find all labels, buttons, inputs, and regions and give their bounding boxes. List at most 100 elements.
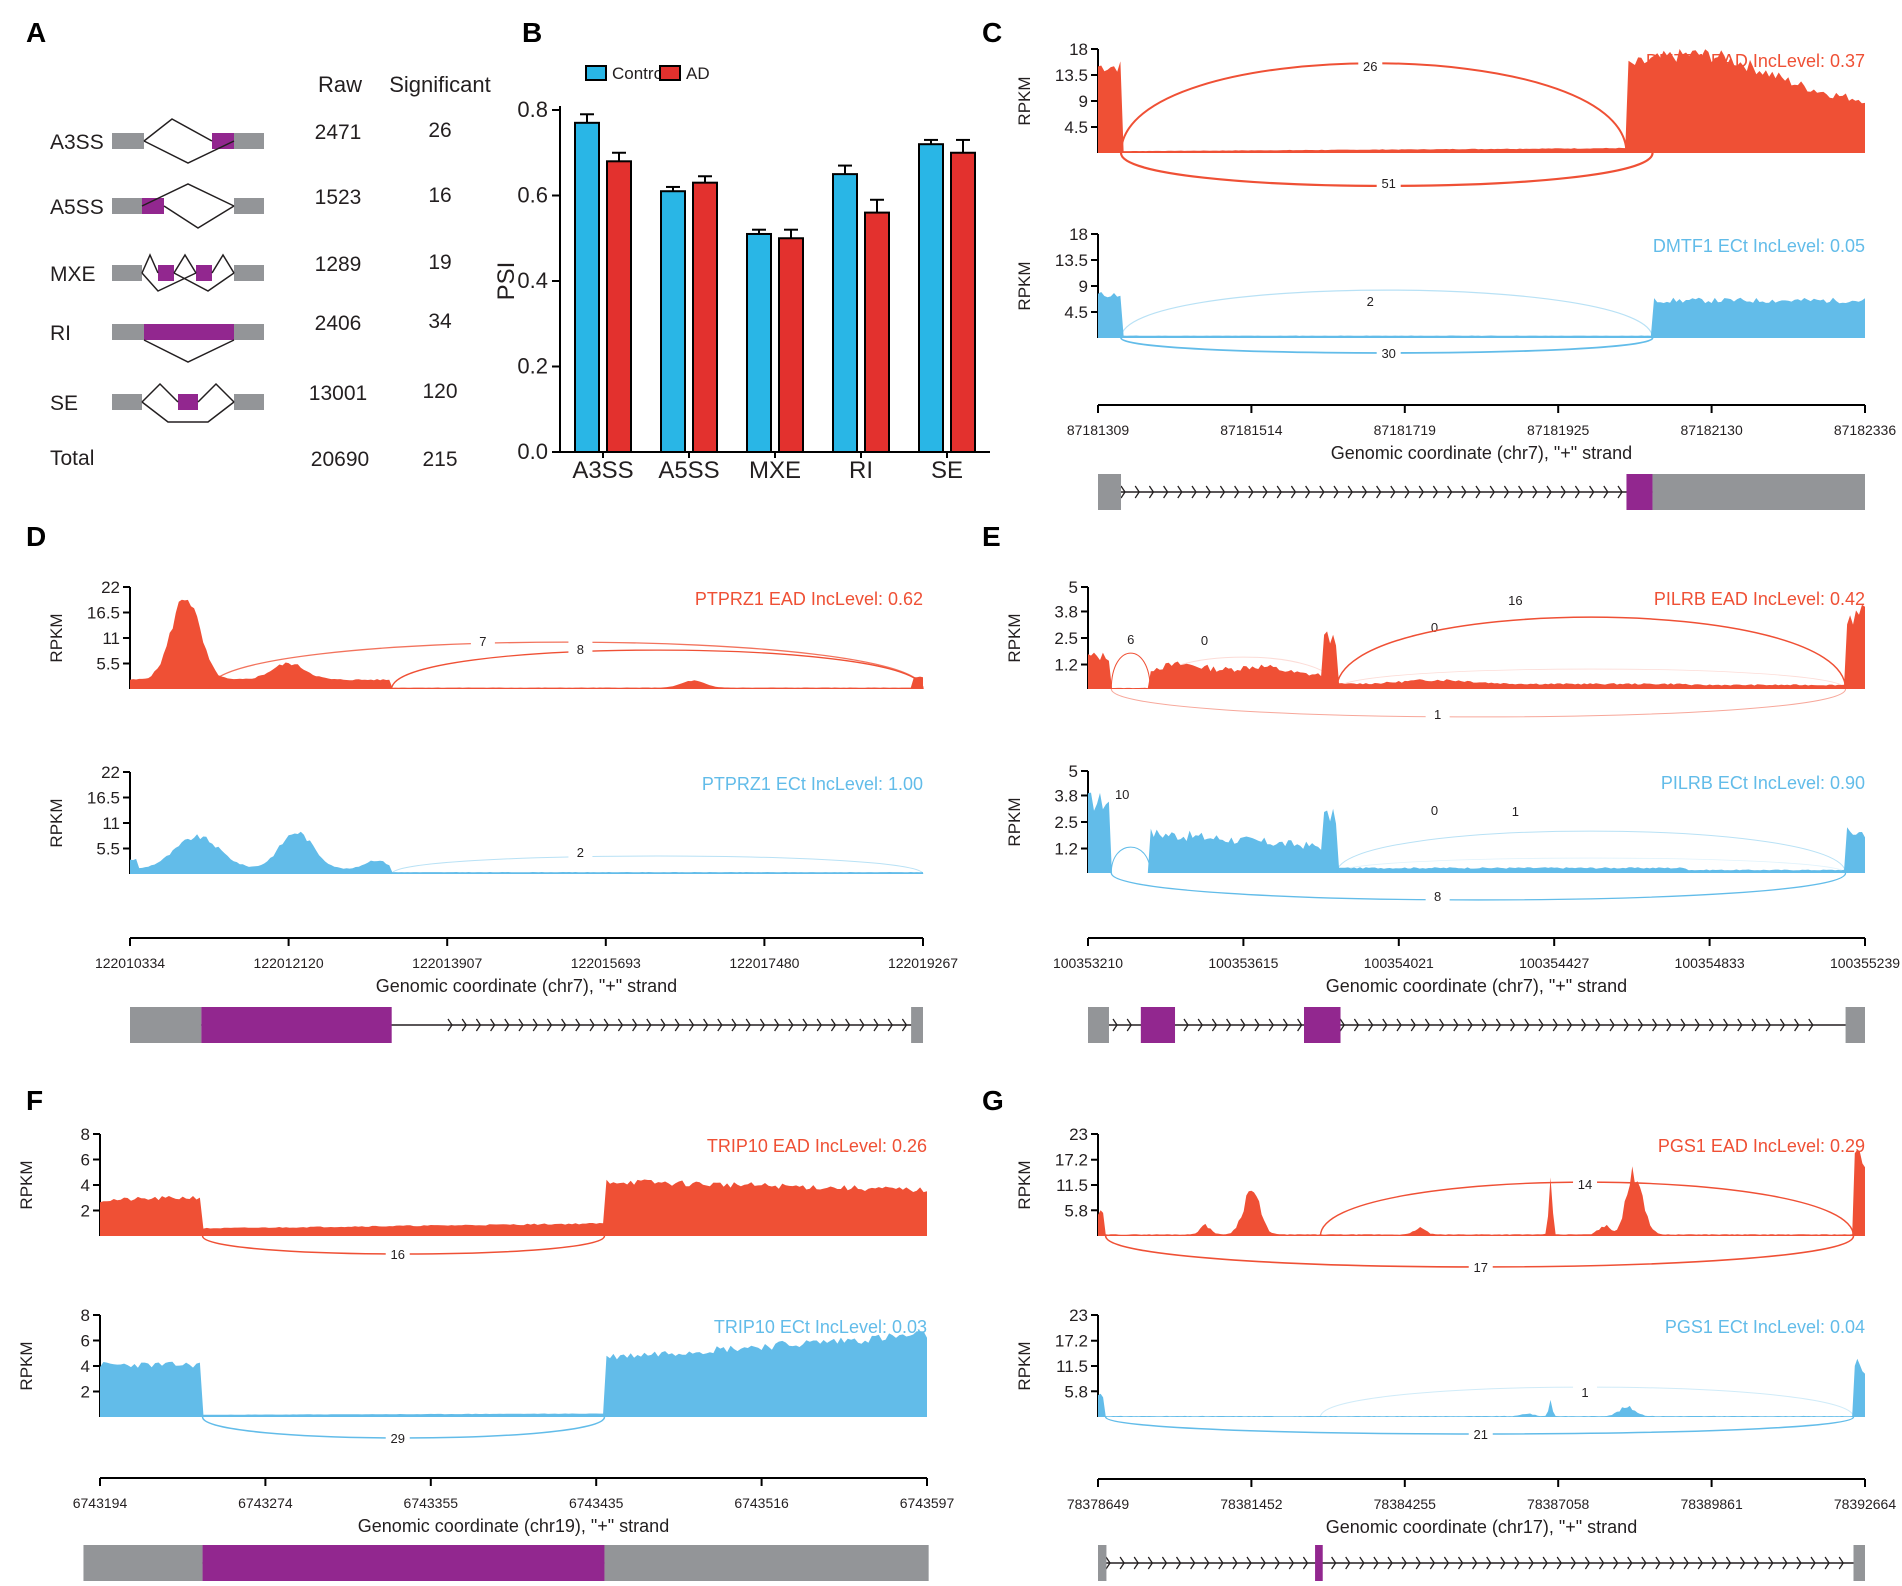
junction-count: 8 xyxy=(577,642,584,657)
junction-arc xyxy=(1120,62,1628,154)
constitutive-exon xyxy=(112,394,142,410)
inc-level-label: PILRB ECt IncLevel: 0.90 xyxy=(1661,773,1865,793)
x-tick-label: 78389861 xyxy=(1680,1496,1743,1512)
strand-chevron xyxy=(1424,1018,1431,1032)
strand-chevron xyxy=(1694,1018,1700,1032)
splice-line xyxy=(141,382,179,403)
strand-chevron xyxy=(1376,485,1382,499)
splice-line xyxy=(143,118,213,142)
strand-chevron xyxy=(1500,1556,1506,1570)
junction-label-bg xyxy=(1358,58,1383,74)
strand-chevron xyxy=(745,1018,751,1032)
junction-label-bg xyxy=(385,1246,410,1262)
junction-count: 8 xyxy=(1434,889,1441,904)
x-tick-label: 6743274 xyxy=(238,1495,293,1511)
junction-count: 51 xyxy=(1381,176,1395,191)
junction-arc xyxy=(1120,289,1654,339)
x-axis-label: Genomic coordinate (chr7), "+" strand xyxy=(1326,976,1627,996)
bar-control xyxy=(918,143,944,453)
y-tick-label: 0.2 xyxy=(517,354,548,379)
inc-level-label: TRIP10 ECt IncLevel: 0.03 xyxy=(714,1317,927,1337)
junction-label-bg xyxy=(1422,619,1447,635)
strand-chevron xyxy=(1782,1556,1788,1570)
strand-chevron xyxy=(1218,1556,1224,1570)
strand-chevron xyxy=(1401,1556,1407,1570)
constitutive-exon xyxy=(130,1007,202,1043)
x-tick-label: 100354021 xyxy=(1364,955,1434,971)
significant-count: 26 xyxy=(428,119,451,142)
x-axis-label: Genomic coordinate (chr7), "+" strand xyxy=(1331,443,1632,463)
col-header-raw: Raw xyxy=(318,72,362,97)
raw-count: 1523 xyxy=(315,186,362,209)
strand-chevron xyxy=(1105,1556,1111,1570)
x-tick-label: A3SS xyxy=(572,457,633,484)
y-tick-label: 1.2 xyxy=(1054,840,1078,859)
y-tick-label: 8 xyxy=(81,1306,90,1325)
x-tick-label: 6743597 xyxy=(900,1495,955,1511)
strand-chevron xyxy=(1305,485,1311,499)
y-axis-label: RPKM xyxy=(1015,76,1034,125)
junction-label-bg xyxy=(1422,802,1447,818)
track-ead: 8 6 4 2 RPKM TRIP10 EAD IncLevel: 0.26 16 xyxy=(17,1125,927,1262)
junction-label-bg xyxy=(1376,345,1401,361)
constitutive-exon xyxy=(1098,1545,1107,1581)
strand-chevron xyxy=(546,1018,553,1032)
y-tick-label: 3.8 xyxy=(1054,602,1078,621)
junction-count: 21 xyxy=(1473,1427,1487,1442)
panel-letter-g: G xyxy=(982,1085,1004,1116)
strand-chevron xyxy=(1768,1556,1774,1570)
coverage-area xyxy=(1098,292,1865,338)
y-axis-label: RPKM xyxy=(47,798,66,847)
x-tick-label: 100354427 xyxy=(1519,955,1589,971)
strand-chevron xyxy=(632,1018,638,1032)
track-ead: 23 17.2 11.5 5.8 RPKM PGS1 EAD IncLevel: 0.29… xyxy=(1015,1125,1865,1275)
y-tick-label: 11 xyxy=(102,629,120,648)
strand-chevron xyxy=(1546,485,1552,499)
strand-chevron xyxy=(1232,1556,1238,1570)
y-tick-label: 18 xyxy=(1069,40,1088,59)
y-tick-label: 6 xyxy=(81,1151,90,1170)
strand-chevron xyxy=(1532,485,1538,499)
strand-chevron xyxy=(1779,1018,1786,1032)
raw-count: 2471 xyxy=(315,121,362,144)
significant-count: 19 xyxy=(428,251,451,274)
splice-line xyxy=(163,205,235,229)
strand-chevron xyxy=(1126,1018,1132,1032)
alternative-exon xyxy=(144,324,234,340)
strand-chevron xyxy=(461,1018,467,1032)
legend-swatch-ad xyxy=(659,65,681,81)
strand-chevron xyxy=(1486,1556,1492,1570)
strand-chevron xyxy=(759,1018,766,1032)
strand-chevron xyxy=(1637,1018,1644,1032)
y-tick-label: 22 xyxy=(101,763,120,782)
coverage-area xyxy=(130,599,923,689)
x-tick-label: 87181925 xyxy=(1527,422,1590,438)
x-tick-label: 100354833 xyxy=(1675,955,1745,971)
strand-chevron xyxy=(1765,1018,1771,1032)
x-tick-label: 122015693 xyxy=(571,955,641,971)
strand-chevron xyxy=(1613,1556,1619,1570)
bar-ad xyxy=(864,211,890,453)
strand-chevron xyxy=(1467,1018,1473,1032)
strand-chevron xyxy=(1475,485,1481,499)
junction-label-bg xyxy=(470,633,495,649)
strand-chevron xyxy=(1794,1018,1800,1032)
strand-chevron xyxy=(1739,1556,1746,1570)
strand-chevron xyxy=(1373,1556,1379,1570)
strand-chevron xyxy=(1254,1018,1260,1032)
track-ead: 5 3.8 2.5 1.2 RPKM PILRB EAD IncLevel: 0.42 6 0… xyxy=(1005,578,1865,722)
strand-chevron xyxy=(1333,485,1339,499)
constitutive-exon xyxy=(1088,1007,1109,1043)
constitutive-exon xyxy=(234,394,264,410)
track-ect: 22 16.5 11 5.5 RPKM PTPRZ1 ECt IncLevel: 1.00… xyxy=(47,763,924,875)
strand-chevron xyxy=(774,1018,780,1032)
junction-count: 1 xyxy=(1581,1385,1588,1400)
alternative-exon xyxy=(1140,1007,1176,1043)
strand-chevron xyxy=(1457,1556,1464,1570)
strand-chevron xyxy=(1472,1556,1478,1570)
y-axis-label: RPKM xyxy=(1005,613,1024,662)
bar-control xyxy=(832,173,858,453)
y-tick-label: 23 xyxy=(1069,1125,1088,1144)
